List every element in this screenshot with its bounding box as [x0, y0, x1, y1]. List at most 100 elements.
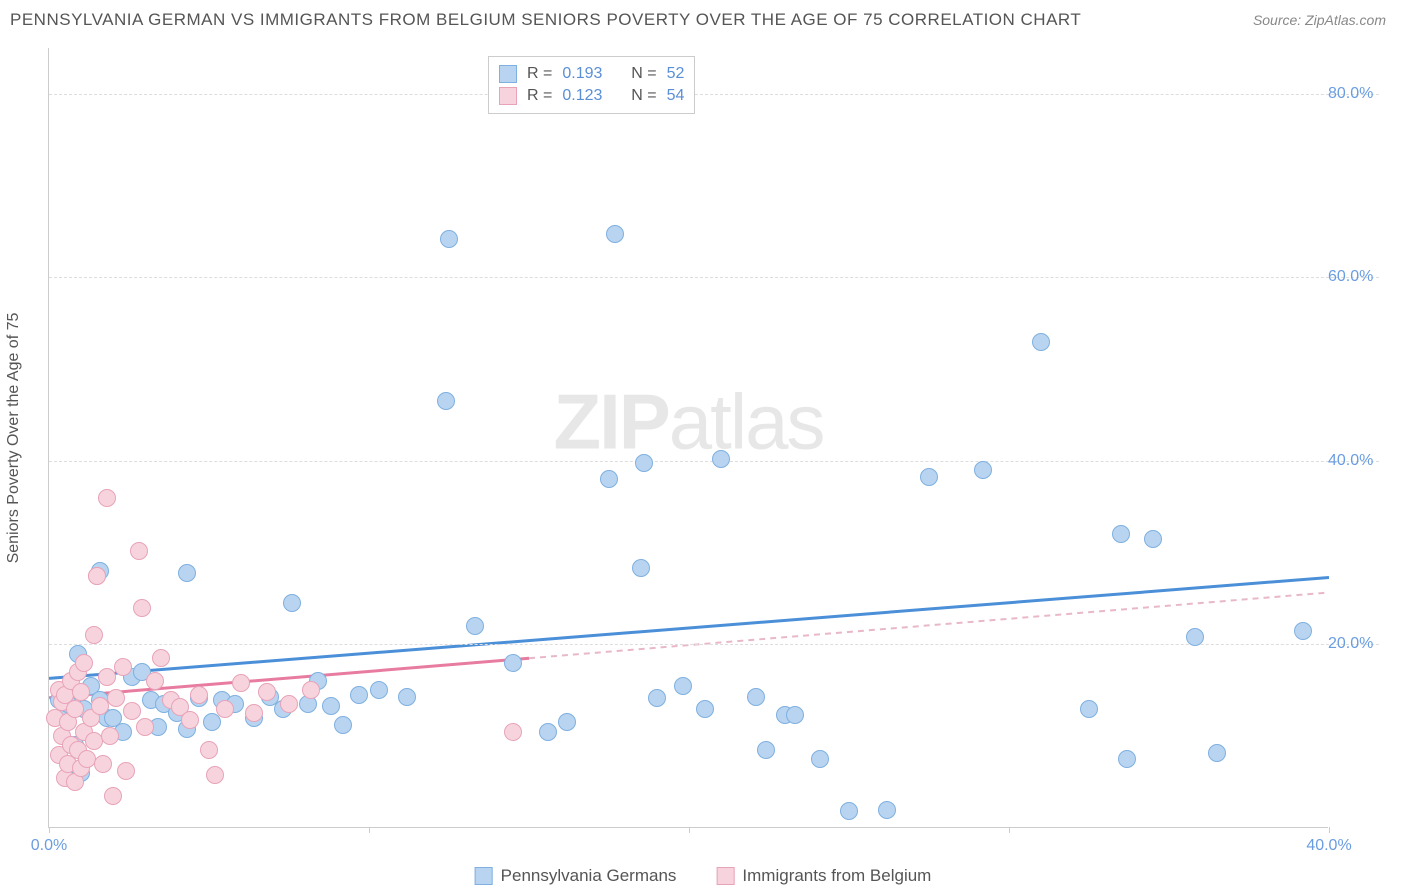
- data-point-pink: [98, 489, 116, 507]
- gridline: [49, 94, 1379, 95]
- data-point-blue: [878, 801, 896, 819]
- data-point-blue: [606, 225, 624, 243]
- data-point-blue: [334, 716, 352, 734]
- data-point-blue: [1208, 744, 1226, 762]
- r-value-pink: 0.123: [562, 87, 602, 105]
- swatch-blue: [475, 867, 493, 885]
- data-point-blue: [322, 697, 340, 715]
- data-point-pink: [75, 654, 93, 672]
- data-point-pink: [117, 762, 135, 780]
- data-point-blue: [283, 594, 301, 612]
- r-label: R =: [527, 87, 552, 105]
- data-point-pink: [104, 787, 122, 805]
- data-point-blue: [757, 741, 775, 759]
- chart-area: Seniors Poverty Over the Age of 75 ZIPat…: [48, 48, 1378, 828]
- data-point-blue: [632, 559, 650, 577]
- data-point-blue: [539, 723, 557, 741]
- data-point-blue: [440, 230, 458, 248]
- data-point-blue: [1144, 530, 1162, 548]
- trend-line-pink-ext: [529, 592, 1329, 658]
- watermark: ZIPatlas: [553, 376, 823, 467]
- data-point-pink: [98, 668, 116, 686]
- x-tick-label: 0.0%: [31, 837, 67, 855]
- data-point-blue: [648, 689, 666, 707]
- data-point-pink: [101, 727, 119, 745]
- trend-lines: [49, 48, 1329, 828]
- data-point-blue: [1080, 700, 1098, 718]
- data-point-pink: [200, 741, 218, 759]
- n-label: N =: [631, 87, 656, 105]
- data-point-blue: [558, 713, 576, 731]
- data-point-pink: [206, 766, 224, 784]
- data-point-pink: [114, 658, 132, 676]
- data-point-blue: [600, 470, 618, 488]
- data-point-pink: [88, 567, 106, 585]
- y-tick-label: 60.0%: [1328, 268, 1378, 286]
- n-value-blue: 52: [667, 65, 685, 83]
- data-point-blue: [504, 654, 522, 672]
- x-tick: [1009, 827, 1010, 833]
- data-point-pink: [123, 702, 141, 720]
- data-point-blue: [437, 392, 455, 410]
- data-point-blue: [1112, 525, 1130, 543]
- bottom-legend-blue: Pennsylvania Germans: [475, 866, 677, 886]
- data-point-pink: [136, 718, 154, 736]
- data-point-pink: [245, 704, 263, 722]
- data-point-blue: [350, 686, 368, 704]
- y-tick-label: 40.0%: [1328, 452, 1378, 470]
- data-point-blue: [747, 688, 765, 706]
- data-point-pink: [152, 649, 170, 667]
- y-axis-label: Seniors Poverty Over the Age of 75: [5, 313, 23, 564]
- data-point-pink: [94, 755, 112, 773]
- r-value-blue: 0.193: [562, 65, 602, 83]
- data-point-blue: [674, 677, 692, 695]
- series-name-blue: Pennsylvania Germans: [501, 866, 677, 886]
- gridline: [49, 277, 1379, 278]
- scatter-plot: ZIPatlas 20.0%40.0%60.0%80.0%0.0%40.0%: [48, 48, 1328, 828]
- data-point-pink: [72, 683, 90, 701]
- data-point-pink: [504, 723, 522, 741]
- n-label: N =: [631, 65, 656, 83]
- data-point-blue: [203, 713, 221, 731]
- data-point-blue: [811, 750, 829, 768]
- data-point-pink: [280, 695, 298, 713]
- x-tick: [49, 827, 50, 833]
- data-point-pink: [107, 689, 125, 707]
- data-point-pink: [232, 674, 250, 692]
- x-tick: [369, 827, 370, 833]
- series-name-pink: Immigrants from Belgium: [742, 866, 931, 886]
- data-point-blue: [1186, 628, 1204, 646]
- x-tick: [1329, 827, 1330, 833]
- trend-line-blue: [49, 577, 1329, 678]
- data-point-pink: [190, 686, 208, 704]
- data-point-pink: [146, 672, 164, 690]
- data-point-pink: [133, 599, 151, 617]
- source-prefix: Source:: [1253, 12, 1305, 28]
- watermark-bold: ZIP: [553, 377, 668, 465]
- data-point-blue: [635, 454, 653, 472]
- n-value-pink: 54: [667, 87, 685, 105]
- y-tick-label: 20.0%: [1328, 635, 1378, 653]
- legend-stats-box: R = 0.193 N = 52 R = 0.123 N = 54: [488, 56, 695, 114]
- data-point-blue: [696, 700, 714, 718]
- chart-title: PENNSYLVANIA GERMAN VS IMMIGRANTS FROM B…: [10, 10, 1081, 30]
- data-point-blue: [1032, 333, 1050, 351]
- legend-stats-row-blue: R = 0.193 N = 52: [499, 63, 684, 85]
- data-point-blue: [974, 461, 992, 479]
- data-point-blue: [370, 681, 388, 699]
- data-point-blue: [398, 688, 416, 706]
- x-tick-label: 40.0%: [1306, 837, 1351, 855]
- y-tick-label: 80.0%: [1328, 85, 1378, 103]
- gridline: [49, 644, 1379, 645]
- source-link[interactable]: ZipAtlas.com: [1305, 12, 1386, 28]
- data-point-pink: [216, 700, 234, 718]
- watermark-thin: atlas: [669, 377, 824, 465]
- data-point-blue: [840, 802, 858, 820]
- data-point-blue: [920, 468, 938, 486]
- data-point-blue: [466, 617, 484, 635]
- data-point-pink: [181, 711, 199, 729]
- data-point-pink: [258, 683, 276, 701]
- bottom-legend: Pennsylvania Germans Immigrants from Bel…: [475, 866, 932, 886]
- data-point-blue: [178, 564, 196, 582]
- data-point-pink: [130, 542, 148, 560]
